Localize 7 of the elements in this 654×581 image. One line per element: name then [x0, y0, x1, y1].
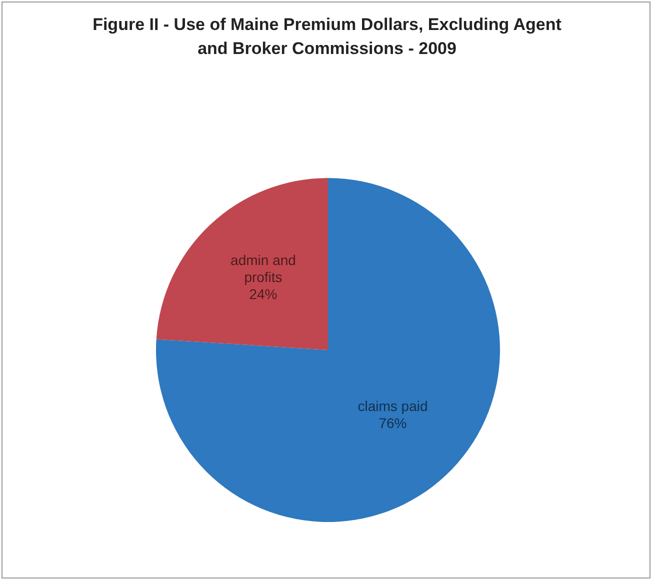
slice-label: admin and profits	[230, 252, 296, 286]
chart-title: Figure II - Use of Maine Premium Dollars, Excluding Agent and Broker Commissions - 2009	[92, 15, 562, 58]
slice-label: claims paid	[358, 398, 428, 414]
data-label: 76%	[378, 414, 407, 431]
pie-slice	[156, 178, 328, 350]
data-label: 24%	[249, 286, 278, 302]
pie-slice	[156, 178, 500, 522]
